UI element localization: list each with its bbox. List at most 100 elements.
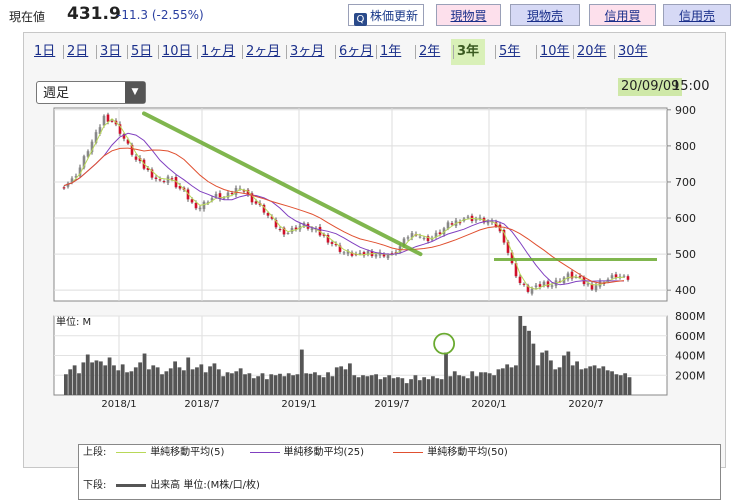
price-tick-label: 800 (675, 140, 696, 153)
candle-body (134, 156, 138, 160)
candle-body (322, 234, 326, 236)
tab-11[interactable]: 3年 (451, 39, 486, 65)
tab-3[interactable]: 5日 (131, 44, 153, 59)
candle-body (274, 220, 278, 228)
tab-1[interactable]: 2日 (67, 44, 89, 59)
tab-6[interactable]: 2ヶ月 (246, 44, 281, 59)
candle-body (130, 144, 134, 155)
volume-bar (618, 375, 623, 395)
candle-body (614, 274, 618, 278)
candle-body (102, 115, 106, 126)
current-price-label: 現在値 (9, 10, 46, 24)
volume-bar (273, 375, 278, 395)
tab-8[interactable]: 6ヶ月 (339, 44, 374, 59)
volume-bar (570, 365, 575, 395)
candle-body (226, 192, 230, 198)
candle-body (254, 201, 258, 204)
spot-buy-button[interactable]: 現物買 (436, 4, 501, 26)
tab-4[interactable]: 10日 (162, 44, 192, 59)
volume-tick-label: 200M (675, 369, 706, 382)
candle-body (362, 252, 366, 256)
candle-body (66, 183, 70, 187)
x-tick-label: 2019/7 (374, 399, 409, 410)
volume-bar (186, 357, 191, 395)
candle-body (626, 276, 630, 280)
candle-body (98, 127, 102, 134)
spot-sell-button[interactable]: 現物売 (510, 4, 580, 26)
candle-body (402, 238, 406, 246)
volume-bar (483, 372, 488, 395)
candle-body (122, 134, 126, 139)
volume-bar (260, 373, 265, 395)
volume-bar (557, 367, 562, 395)
margin-sell-button[interactable]: 信用売 (663, 4, 731, 26)
candle-body (198, 207, 202, 210)
tab-13[interactable]: 10年 (540, 44, 570, 59)
volume-bar (107, 357, 112, 395)
candle-body (522, 283, 526, 285)
tab-separator (335, 45, 336, 59)
candle-body (502, 230, 506, 243)
volume-bar (597, 368, 601, 395)
candle-body (106, 114, 110, 122)
volume-bar (103, 365, 108, 395)
volume-bar (304, 373, 309, 395)
margin-buy-button[interactable]: 信用買 (589, 4, 656, 26)
volume-bar (291, 375, 295, 395)
volume-bar (413, 375, 418, 395)
candle-body (222, 197, 226, 199)
volume-bar (588, 366, 593, 395)
tab-10[interactable]: 2年 (419, 44, 441, 59)
price-tick-label: 900 (675, 104, 696, 117)
tab-0[interactable]: 1日 (34, 44, 56, 59)
refresh-icon: Q (353, 13, 367, 26)
tab-2[interactable]: 3日 (100, 44, 122, 59)
tab-9[interactable]: 1年 (380, 44, 402, 59)
candle-body (74, 176, 78, 178)
tab-15[interactable]: 30年 (618, 44, 648, 59)
candle-body (202, 201, 206, 210)
refresh-price-button[interactable]: Q 株価更新 (348, 4, 424, 26)
candle-body (126, 139, 130, 144)
candle-body (622, 275, 626, 277)
tab-separator (242, 45, 243, 59)
candle-body (330, 242, 334, 244)
volume-bar (369, 375, 374, 395)
tab-7[interactable]: 3ヶ月 (290, 44, 325, 59)
period-select[interactable]: 週足 ▼ (36, 81, 146, 104)
refresh-price-label: 株価更新 (369, 9, 418, 23)
candle-body (542, 281, 546, 286)
candle-body (350, 252, 354, 256)
legend-ma50: 単純移動平均(50) (427, 447, 508, 458)
tab-12[interactable]: 5年 (499, 44, 521, 59)
volume-bar (492, 375, 496, 395)
candle-body (514, 263, 518, 277)
candle-body (206, 202, 210, 204)
candle-body (230, 193, 234, 195)
volume-bar (352, 375, 357, 395)
candle-body (466, 216, 470, 218)
x-tick-label: 2020/1 (471, 399, 506, 410)
volume-bar (544, 350, 549, 395)
volume-bar (391, 378, 396, 395)
candle-body (326, 234, 330, 243)
candle-body (442, 228, 446, 235)
volume-bar (98, 361, 103, 395)
legend-ma5: 単純移動平均(5) (150, 447, 225, 458)
volume-bar (417, 380, 422, 395)
candle-body (374, 254, 378, 257)
tab-5[interactable]: 1ヶ月 (201, 44, 236, 59)
volume-bar (195, 367, 199, 395)
volume-bar (426, 379, 431, 395)
candle-body (358, 253, 362, 255)
volume-bar (461, 376, 466, 395)
candle-body (174, 177, 178, 188)
volume-bar (90, 362, 94, 395)
legend-ma25-swatch (249, 451, 280, 453)
ma25-line (63, 132, 625, 286)
volume-bar (142, 353, 147, 395)
candle-body (486, 221, 490, 224)
tab-14[interactable]: 20年 (577, 44, 607, 59)
volume-tick-label: 600M (675, 330, 706, 343)
candle-body (282, 227, 286, 235)
